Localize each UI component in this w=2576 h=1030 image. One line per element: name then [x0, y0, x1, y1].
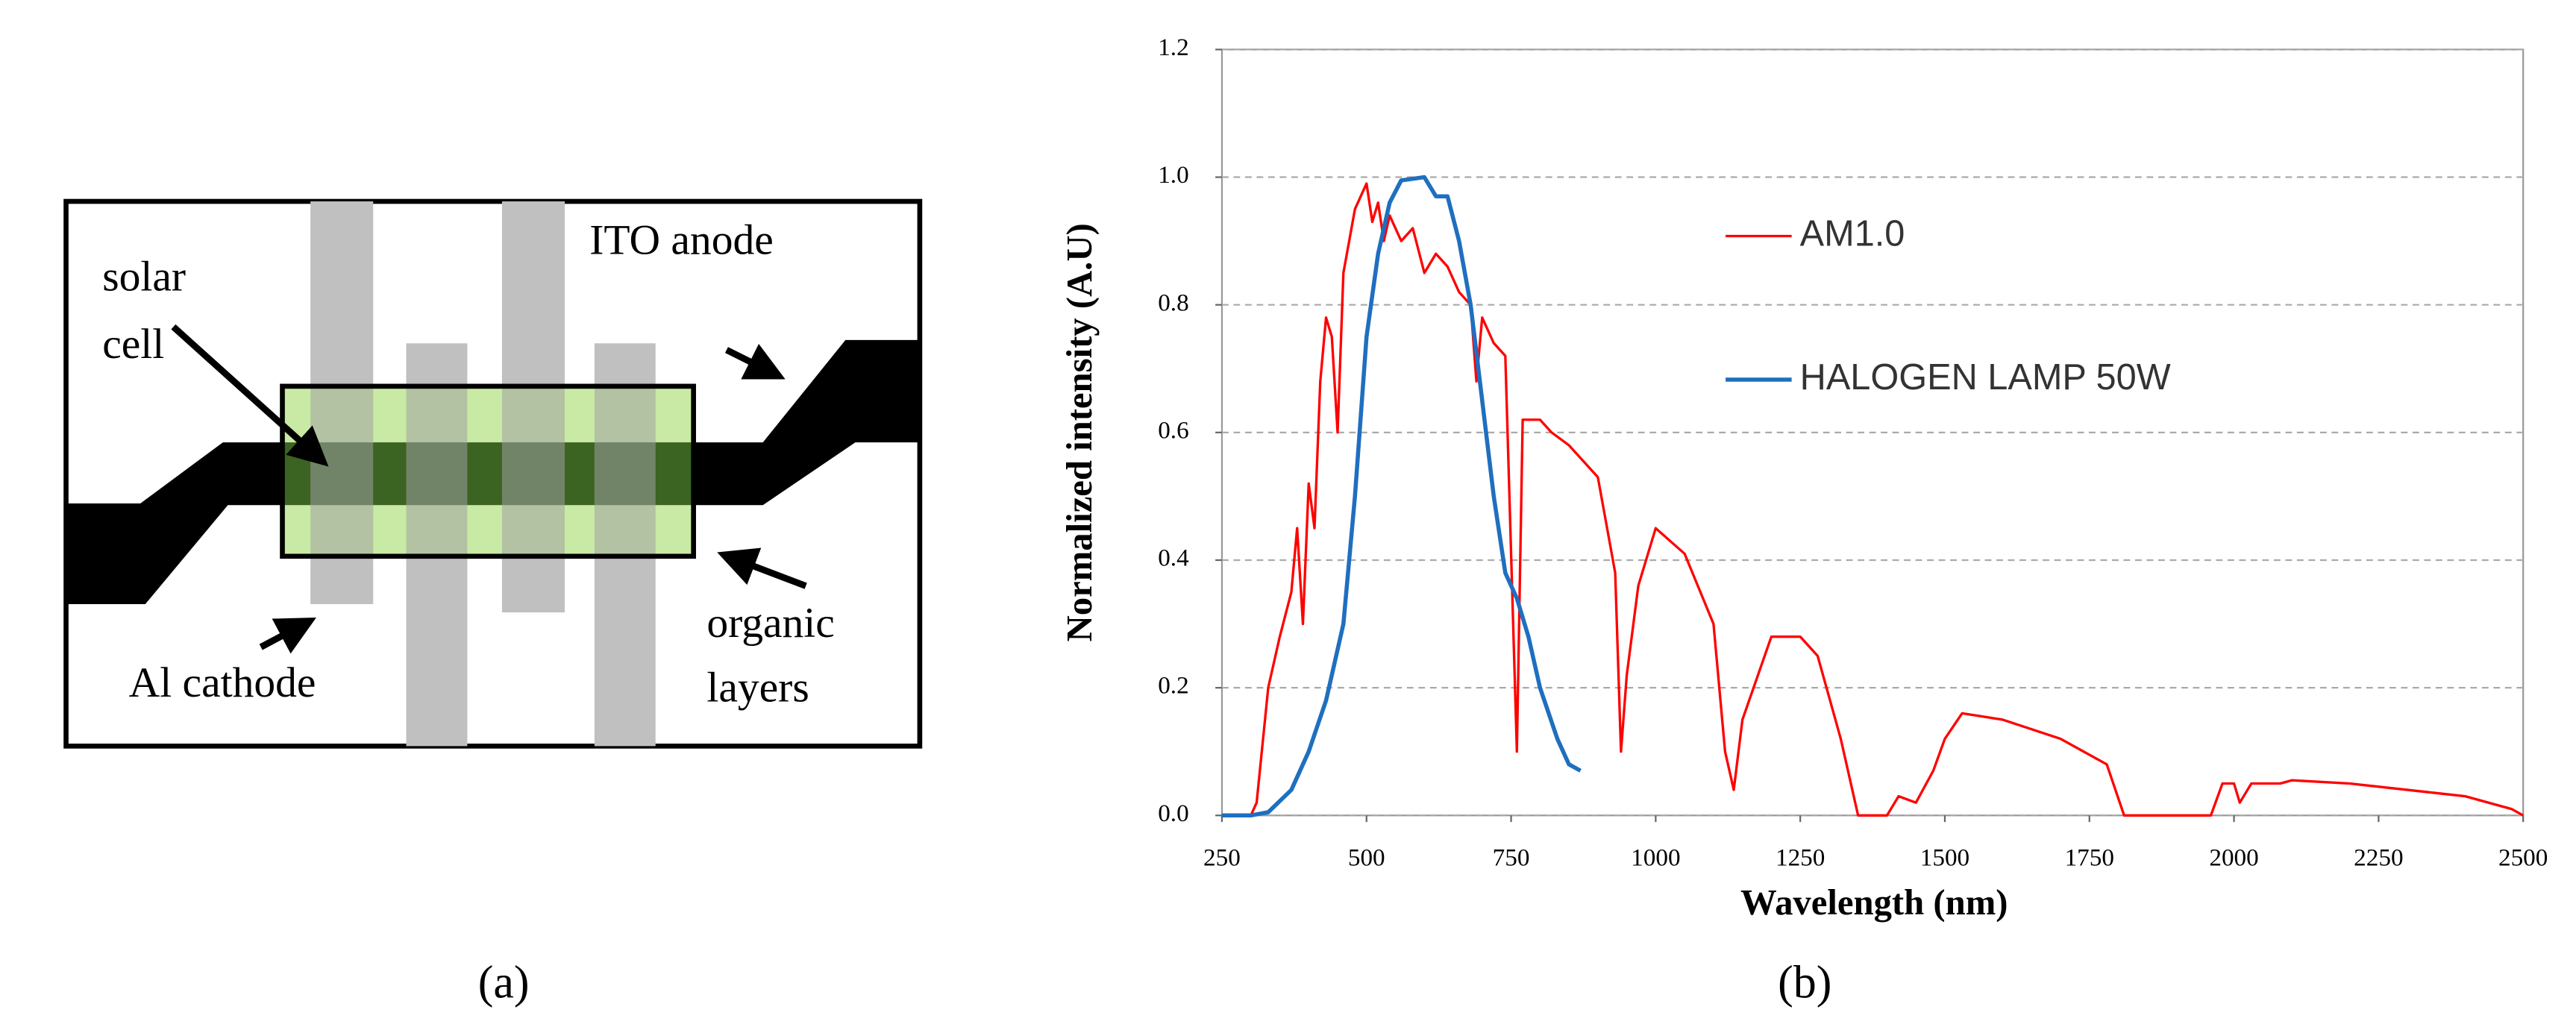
y-tick-label: 1.2 [1158, 34, 1188, 61]
right-trace [693, 339, 920, 506]
label: organic [706, 600, 834, 647]
organic-border [280, 383, 696, 559]
caption: (a) [478, 958, 530, 1008]
y-tick-label: 1.0 [1158, 161, 1188, 189]
chart: Wavelength (nm) Normalized intensity (A.… [1059, 34, 2548, 923]
label: layers [706, 665, 809, 712]
x-tick-label: 500 [1348, 844, 1385, 872]
label: Al cathode [129, 659, 316, 706]
y-tick-label: 0.6 [1158, 416, 1188, 444]
arrows [171, 324, 807, 654]
overlap [406, 386, 468, 556]
x-tick-label: 2500 [2498, 844, 2548, 872]
overlap [310, 386, 374, 556]
x-tick-label: 750 [1493, 844, 1530, 872]
label: cell [102, 321, 164, 368]
arrow [259, 617, 316, 654]
series-line [1221, 175, 1582, 818]
caption: (b) [1778, 958, 1831, 1008]
overlap [501, 386, 565, 556]
x-tick-label: 1750 [2065, 844, 2114, 872]
label: solar [102, 253, 186, 300]
y-tick-label: 0.0 [1158, 800, 1188, 827]
x-tick-label: 1000 [1631, 844, 1680, 872]
y-axis-title: Normalized intensity (A.U) [1059, 223, 1100, 641]
diagram: ITO anode solar cell Al cathode organic … [63, 198, 923, 749]
overlap [594, 386, 656, 556]
y-tick-label: 0.8 [1158, 289, 1188, 316]
arrow [171, 324, 329, 467]
label: ITO anode [589, 217, 774, 264]
overlaps [310, 386, 656, 556]
y-tick-label: 0.4 [1158, 544, 1189, 572]
x-tick-label: 2250 [2354, 844, 2403, 872]
x-tick-label: 2000 [2209, 844, 2258, 872]
legend-label: AM1.0 [1800, 213, 1905, 254]
y-tick-label: 0.2 [1158, 672, 1188, 700]
arrow [724, 344, 786, 380]
x-tick-label: 1250 [1776, 844, 1825, 872]
x-tick-label: 1500 [1920, 844, 1969, 872]
x-tick-label: 250 [1203, 844, 1241, 872]
arrow [717, 547, 807, 589]
left-trace [66, 442, 289, 605]
legend-label: HALOGEN LAMP 50W [1800, 357, 2171, 398]
series-line [1221, 182, 2524, 817]
x-axis-title: Wavelength (nm) [1740, 882, 2008, 923]
